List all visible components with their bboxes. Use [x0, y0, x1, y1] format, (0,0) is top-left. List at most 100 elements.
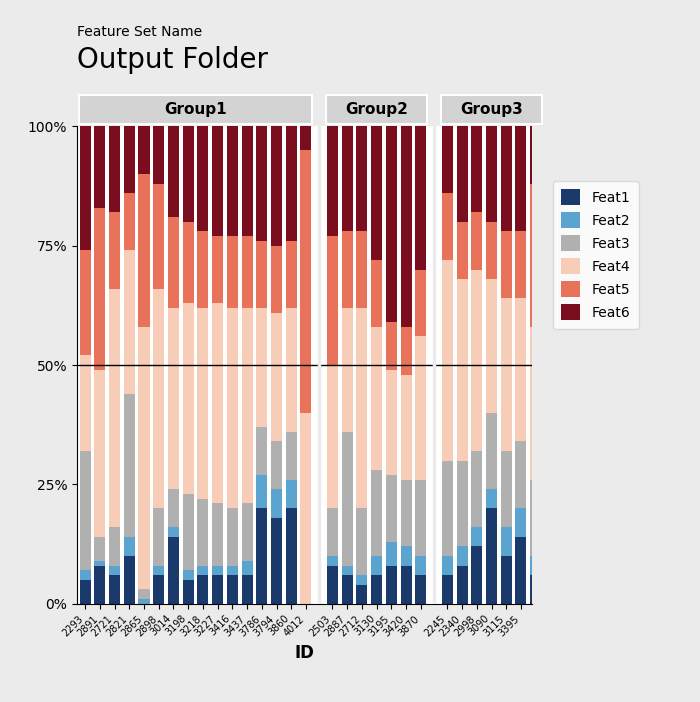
Bar: [442, 193, 453, 260]
Bar: [197, 498, 209, 566]
Bar: [342, 232, 353, 307]
Bar: [271, 312, 282, 442]
Bar: [256, 241, 267, 307]
Legend: Feat1, Feat2, Feat3, Feat4, Feat5, Feat6: Feat1, Feat2, Feat3, Feat4, Feat5, Feat6: [552, 181, 638, 329]
Bar: [327, 236, 338, 365]
Text: Group2: Group2: [345, 102, 408, 117]
Bar: [300, 150, 312, 413]
Bar: [500, 298, 512, 451]
Bar: [415, 479, 426, 556]
Text: Feature Set Name: Feature Set Name: [77, 25, 202, 39]
Bar: [212, 126, 223, 236]
Bar: [227, 126, 238, 236]
FancyBboxPatch shape: [79, 95, 312, 124]
Bar: [415, 575, 426, 604]
Bar: [227, 508, 238, 566]
Bar: [153, 508, 164, 566]
Bar: [530, 126, 541, 184]
Bar: [183, 222, 194, 303]
Bar: [183, 570, 194, 580]
Text: Group1: Group1: [164, 102, 227, 117]
Bar: [256, 427, 267, 475]
Bar: [386, 566, 397, 604]
Bar: [241, 126, 253, 236]
Bar: [109, 566, 120, 575]
Bar: [139, 599, 150, 604]
Bar: [386, 322, 397, 370]
Bar: [109, 289, 120, 527]
Bar: [212, 236, 223, 303]
Bar: [183, 580, 194, 604]
Bar: [327, 508, 338, 556]
Bar: [356, 585, 368, 604]
Bar: [486, 126, 497, 222]
Bar: [124, 556, 135, 604]
Bar: [415, 336, 426, 479]
Bar: [271, 518, 282, 604]
Bar: [271, 246, 282, 312]
Bar: [109, 212, 120, 289]
Bar: [94, 537, 105, 561]
Bar: [256, 508, 267, 604]
Bar: [183, 126, 194, 222]
Text: Output Folder: Output Folder: [77, 46, 268, 74]
Bar: [456, 546, 468, 566]
Bar: [124, 251, 135, 394]
Bar: [342, 307, 353, 432]
Bar: [442, 126, 453, 193]
Bar: [371, 556, 382, 575]
Bar: [486, 508, 497, 604]
Bar: [80, 451, 90, 570]
Bar: [327, 556, 338, 566]
Bar: [286, 126, 297, 241]
Bar: [168, 126, 179, 217]
Bar: [80, 251, 90, 355]
Bar: [183, 494, 194, 570]
Bar: [471, 126, 482, 212]
Bar: [212, 575, 223, 604]
Bar: [286, 508, 297, 604]
Bar: [212, 303, 223, 503]
Bar: [456, 279, 468, 461]
Bar: [500, 527, 512, 556]
Bar: [109, 126, 120, 212]
Bar: [486, 413, 497, 489]
Bar: [94, 370, 105, 537]
Bar: [386, 475, 397, 542]
Bar: [471, 527, 482, 546]
Bar: [342, 575, 353, 604]
Bar: [80, 580, 90, 604]
Bar: [109, 527, 120, 566]
Bar: [471, 546, 482, 604]
Bar: [139, 126, 150, 174]
Bar: [356, 126, 368, 232]
Bar: [80, 570, 90, 580]
Bar: [183, 303, 194, 494]
FancyBboxPatch shape: [326, 95, 427, 124]
Bar: [442, 260, 453, 461]
Bar: [271, 489, 282, 518]
Bar: [471, 212, 482, 270]
Bar: [168, 537, 179, 604]
Bar: [356, 232, 368, 307]
Bar: [415, 556, 426, 575]
Bar: [442, 575, 453, 604]
Bar: [153, 184, 164, 289]
Bar: [109, 575, 120, 604]
Bar: [94, 566, 105, 604]
Bar: [500, 126, 512, 232]
Bar: [124, 394, 135, 537]
Bar: [486, 222, 497, 279]
Bar: [139, 327, 150, 590]
Bar: [124, 537, 135, 556]
Bar: [371, 260, 382, 327]
Bar: [241, 236, 253, 307]
Bar: [515, 537, 526, 604]
Bar: [286, 307, 297, 432]
Bar: [139, 174, 150, 327]
Bar: [168, 307, 179, 489]
Bar: [227, 575, 238, 604]
Bar: [212, 503, 223, 566]
Bar: [386, 370, 397, 475]
Bar: [515, 298, 526, 442]
